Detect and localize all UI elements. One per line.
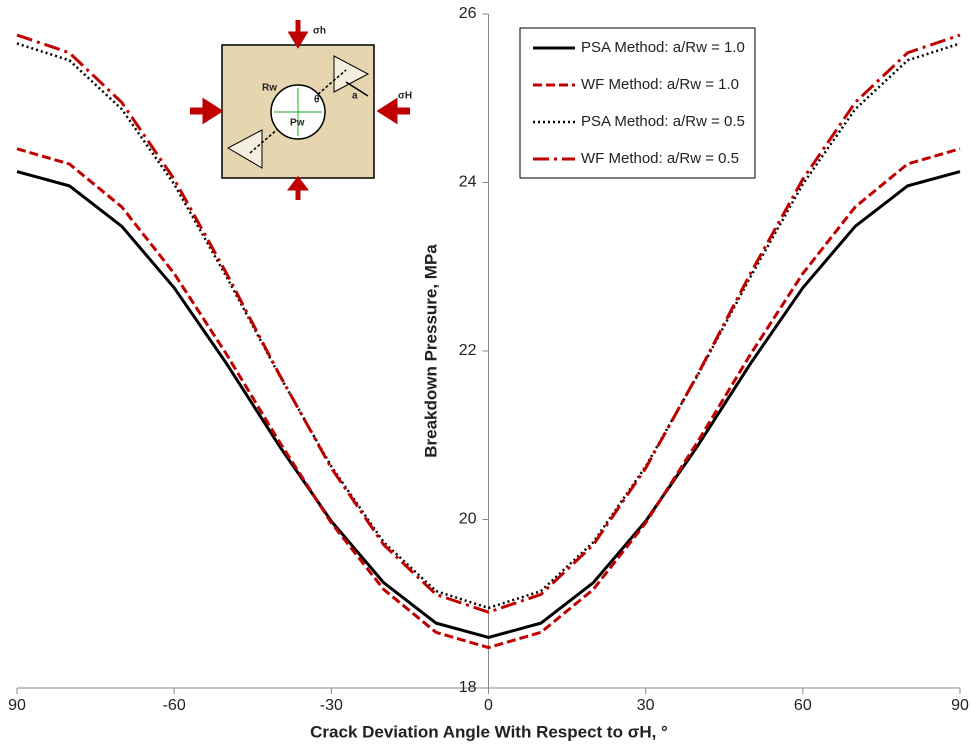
inset-label: Rw — [262, 83, 277, 94]
x-tick-label: 90 — [8, 697, 26, 714]
inset-diagram: σh σH Rw Pw θ a — [190, 20, 412, 200]
legend-label: PSA Method: a/Rw = 0.5 — [581, 113, 745, 130]
series-line — [16, 147, 961, 650]
inset-load — [190, 97, 224, 125]
inset-load — [287, 175, 309, 200]
inset-label: σH — [398, 91, 412, 102]
x-tick-label: 0 — [484, 697, 493, 714]
inset-label: a — [352, 91, 358, 102]
inset-label: θ — [314, 95, 319, 106]
x-axis-label: Crack Deviation Angle With Respect to σH… — [310, 722, 668, 741]
legend-label: PSA Method: a/Rw = 1.0 — [581, 39, 745, 56]
inset-label: Pw — [290, 118, 305, 129]
inset-load — [376, 97, 410, 125]
y-tick-label: 20 — [459, 511, 477, 528]
y-axis-label: Breakdown Pressure, MPa — [421, 244, 440, 458]
inset-zone — [333, 55, 370, 93]
x-tick-label: -30 — [320, 697, 343, 714]
y-tick-label: 22 — [459, 342, 477, 359]
series-line — [16, 33, 961, 614]
inset-label: σh — [313, 26, 326, 37]
y-tick-label: 24 — [459, 174, 477, 191]
y-tick-label: 26 — [459, 5, 477, 22]
legend-box — [519, 27, 756, 179]
legend-label: WF Method: a/Rw = 0.5 — [581, 150, 739, 167]
x-tick-label: 60 — [794, 697, 812, 714]
series-line — [16, 170, 961, 639]
inset-arrow — [345, 81, 369, 97]
x-tick-label: 30 — [637, 697, 655, 714]
inset-load — [287, 20, 309, 49]
x-tick-label: 90 — [951, 697, 969, 714]
inset-crack — [249, 69, 347, 154]
series-line — [16, 42, 961, 610]
x-tick-label: -60 — [163, 697, 186, 714]
y-tick-label: 18 — [459, 679, 477, 696]
legend-label: WF Method: a/Rw = 1.0 — [581, 76, 739, 93]
inset-zone — [226, 129, 263, 169]
